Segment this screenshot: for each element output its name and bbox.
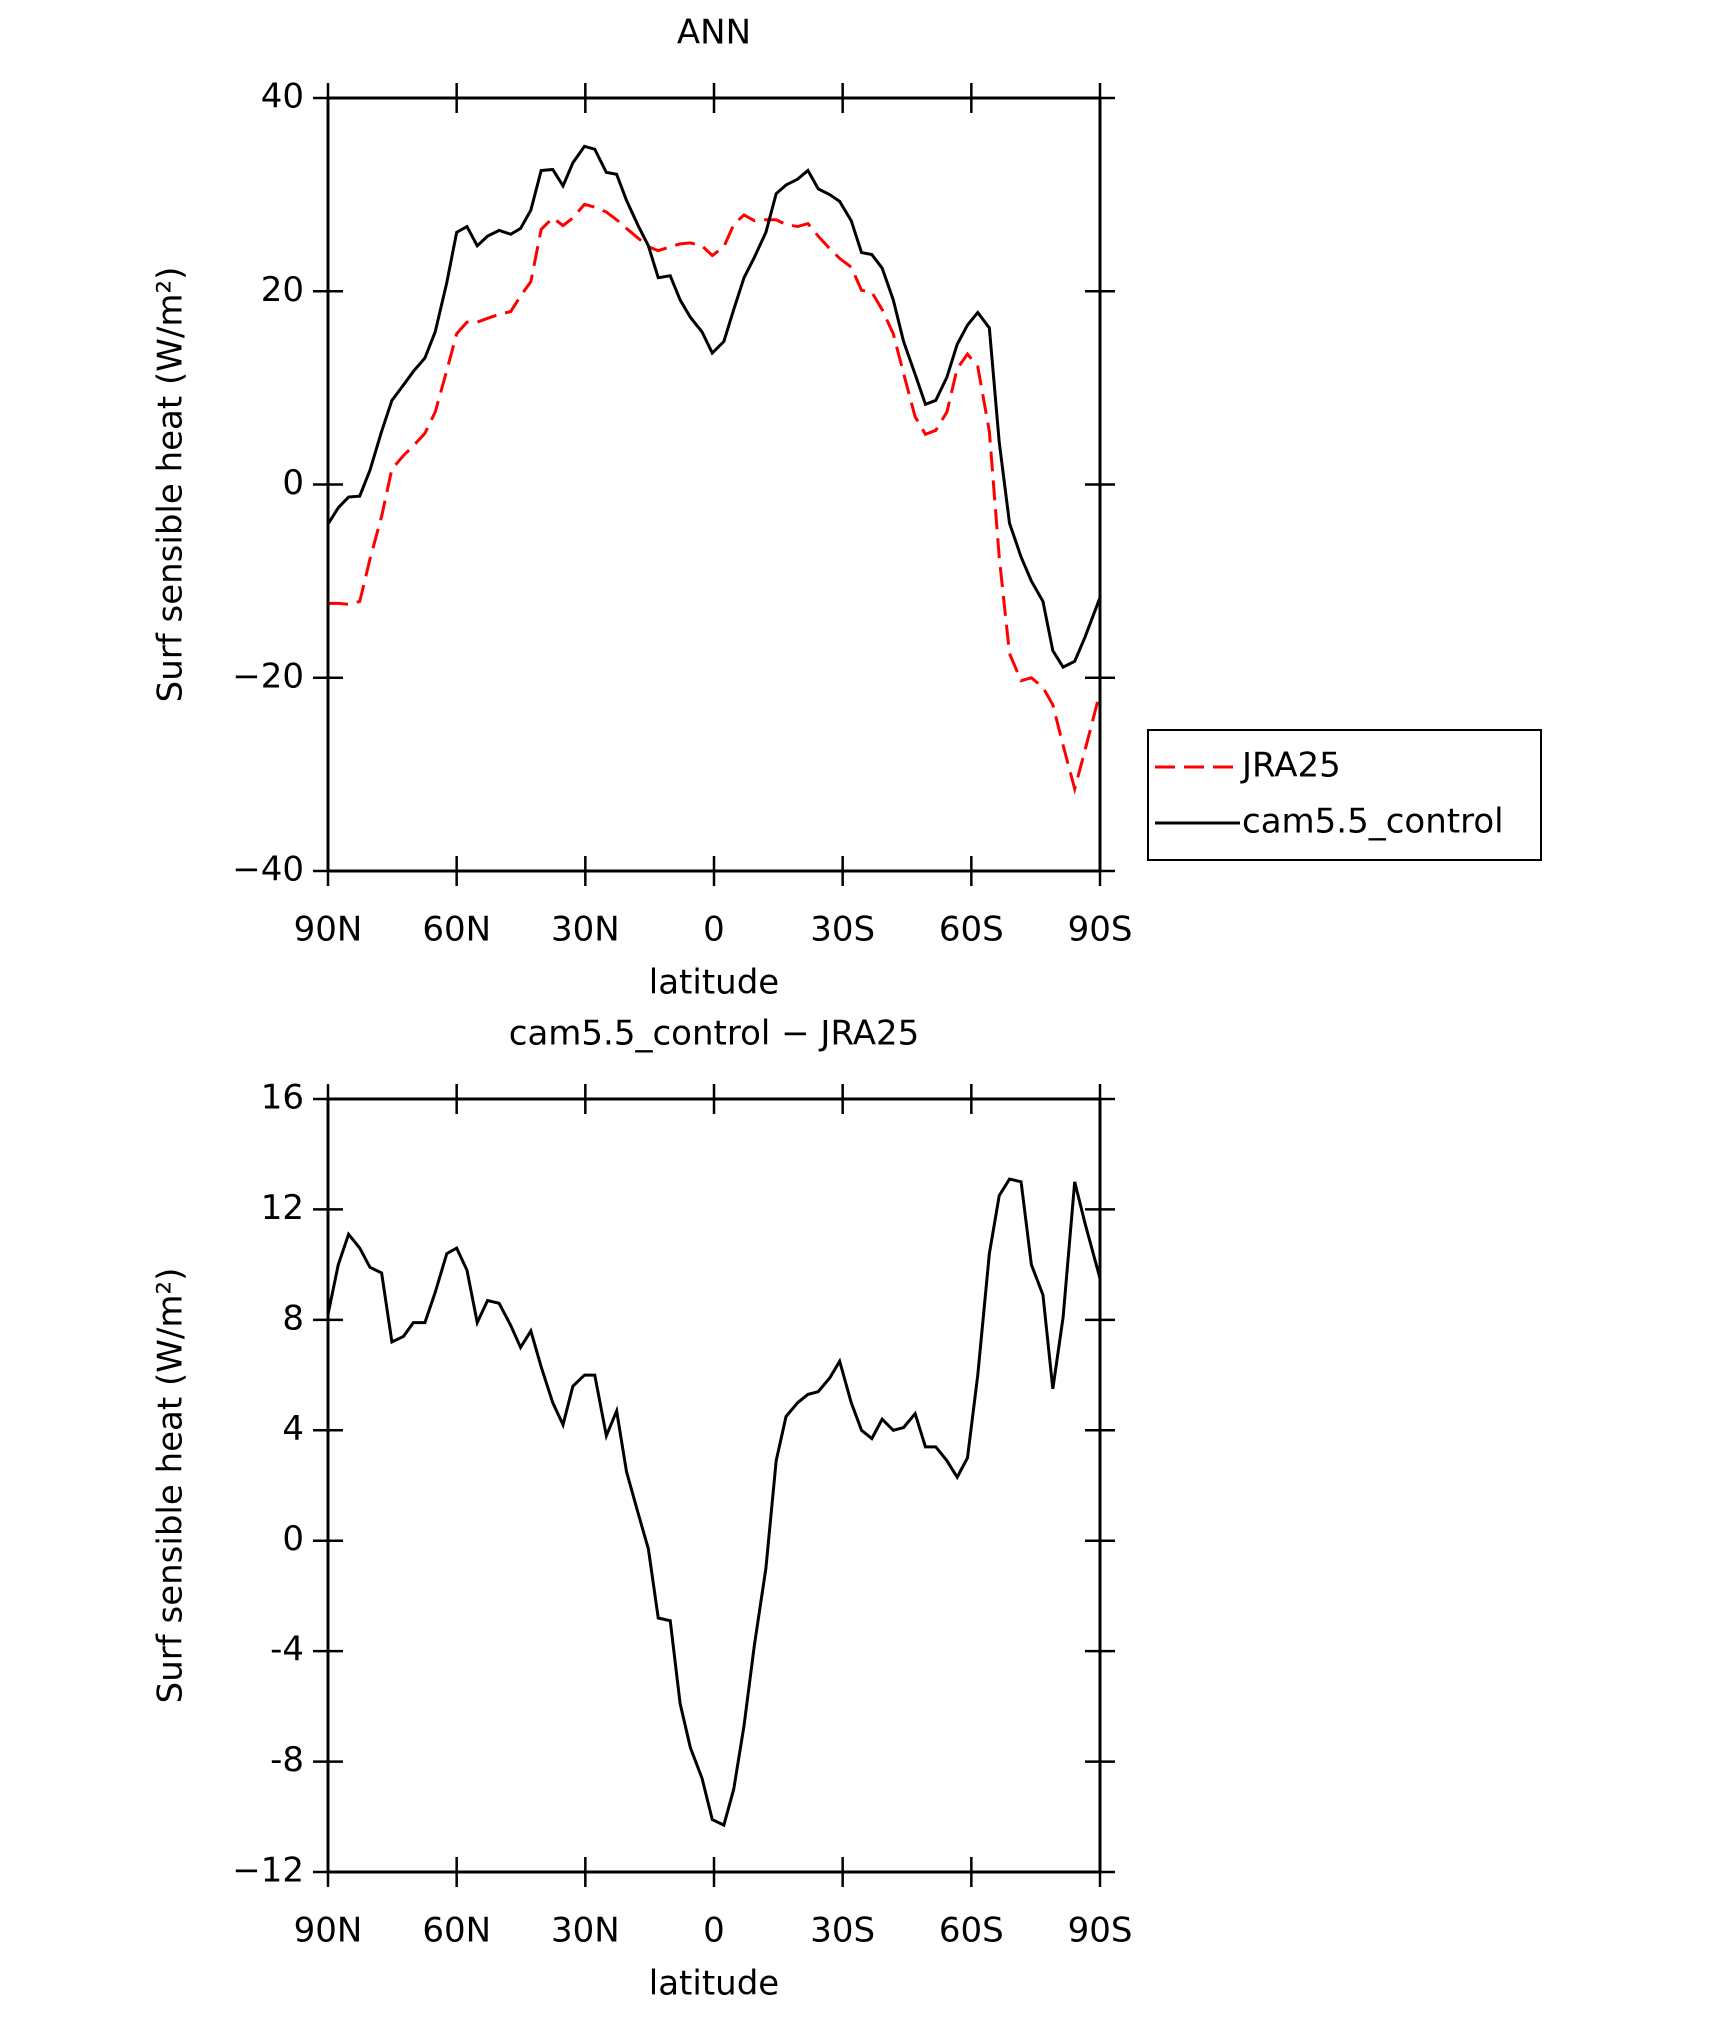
y-tick-label: 20 xyxy=(261,270,304,310)
y-axis-title: Surf sensible heat (W/m²) xyxy=(151,267,191,703)
x-tick-label: 60N xyxy=(422,910,491,950)
x-tick-label: 90N xyxy=(294,1911,363,1951)
x-tick-label: 30N xyxy=(551,1911,620,1951)
x-axis-title: latitude xyxy=(649,963,779,1003)
legend-label: cam5.5_control xyxy=(1242,802,1504,842)
y-tick-label: -8 xyxy=(270,1740,304,1780)
y-axis-title: Surf sensible heat (W/m²) xyxy=(151,1268,191,1704)
y-tick-label: 0 xyxy=(282,463,304,503)
y-tick-label: −40 xyxy=(232,850,304,890)
x-tick-label: 30N xyxy=(551,910,620,950)
series-line xyxy=(326,144,1102,670)
x-tick-label: 90S xyxy=(1068,910,1133,950)
x-tick-label: 90N xyxy=(294,910,363,950)
x-tick-label: 0 xyxy=(703,910,725,950)
plot-frame xyxy=(326,1097,1102,1874)
y-tick-label: -4 xyxy=(270,1630,304,1670)
y-tick-label: 0 xyxy=(282,1519,304,1559)
series-line xyxy=(328,202,1102,795)
y-tick-label: 40 xyxy=(261,77,304,117)
x-tick-label: 60S xyxy=(939,910,1004,950)
plot: ANN latitude Surf sensible heat (W/m²) −40 −… xyxy=(151,13,1542,1003)
y-tick-label: −12 xyxy=(232,1851,304,1891)
x-tick-label: 0 xyxy=(703,1911,725,1951)
series-line xyxy=(326,1177,1102,1828)
chart-title: ANN xyxy=(677,13,751,53)
x-tick-label: 30S xyxy=(810,910,875,950)
y-tick-label: 16 xyxy=(261,1078,304,1118)
y-tick-label: 4 xyxy=(282,1409,304,1449)
legend: JRA25 cam5.5_control xyxy=(1147,729,1542,861)
chart-title: cam5.5_control − JRA25 xyxy=(509,1014,919,1054)
y-tick-label: −20 xyxy=(232,656,304,696)
plot-frame xyxy=(326,96,1102,873)
x-tick-label: 60S xyxy=(939,1911,1004,1951)
plot: cam5.5_control − JRA25 latitude Surf sensi… xyxy=(151,1014,1133,2004)
x-axis-title: latitude xyxy=(649,1964,779,2004)
x-tick-label: 90S xyxy=(1068,1911,1133,1951)
x-tick-label: 60N xyxy=(422,1911,491,1951)
legend-label: JRA25 xyxy=(1240,746,1341,786)
x-tick-label: 30S xyxy=(810,1911,875,1951)
y-tick-label: 12 xyxy=(261,1188,304,1228)
legend-box xyxy=(1147,729,1542,861)
y-tick-label: 8 xyxy=(282,1298,304,1338)
